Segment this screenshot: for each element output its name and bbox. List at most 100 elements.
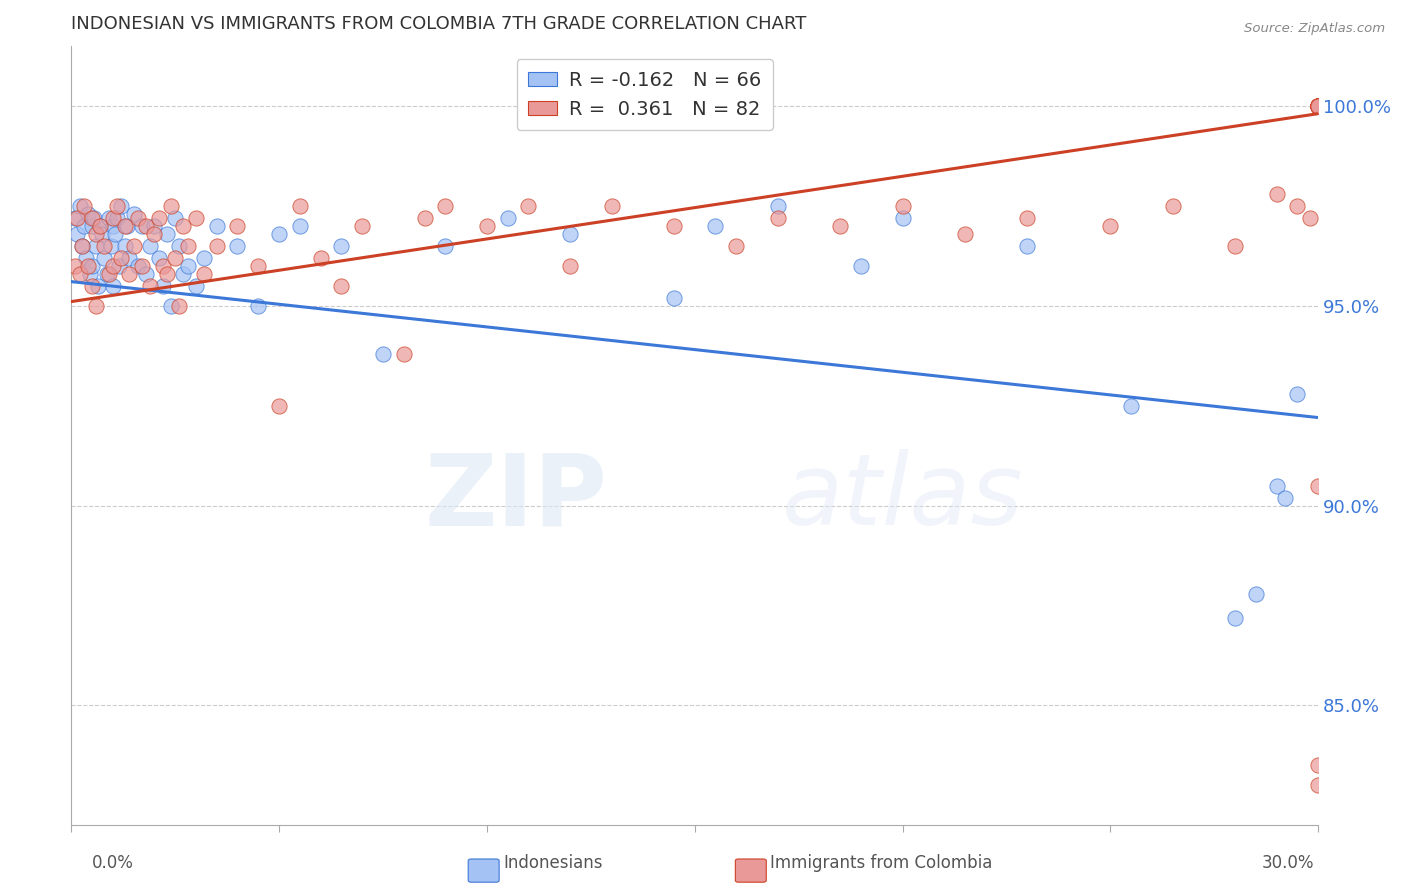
Point <box>65 211 87 225</box>
Point <box>156 227 179 241</box>
Point <box>1119 399 1142 413</box>
Point <box>600 199 623 213</box>
Point <box>1099 219 1122 233</box>
Text: INDONESIAN VS IMMIGRANTS FROM COLOMBIA 7TH GRADE CORRELATION CHART: INDONESIAN VS IMMIGRANTS FROM COLOMBIA 7… <box>72 15 807 33</box>
Point <box>226 238 249 252</box>
Point <box>118 267 141 281</box>
Point <box>87 278 110 293</box>
Point <box>1308 98 1330 112</box>
Point <box>114 219 136 233</box>
Point <box>172 219 194 233</box>
Point <box>193 267 215 281</box>
Point <box>1274 491 1296 505</box>
Point <box>80 278 103 293</box>
Point <box>434 199 457 213</box>
Point <box>1308 98 1330 112</box>
Point <box>135 267 157 281</box>
Point <box>330 278 353 293</box>
Point <box>80 219 103 233</box>
Point <box>247 299 270 313</box>
Point <box>104 227 127 241</box>
Point <box>122 206 145 220</box>
Point <box>352 219 374 233</box>
Point <box>1308 478 1330 492</box>
Point <box>76 206 98 220</box>
Point <box>143 219 166 233</box>
Point <box>725 238 748 252</box>
Point <box>70 238 93 252</box>
Point <box>1017 238 1039 252</box>
Text: Source: ZipAtlas.com: Source: ZipAtlas.com <box>1244 22 1385 36</box>
Point <box>160 299 183 313</box>
Point <box>160 199 183 213</box>
Point <box>69 199 91 213</box>
Point <box>475 219 498 233</box>
Point <box>93 238 115 252</box>
Point <box>97 267 120 281</box>
Point <box>392 346 415 360</box>
Point <box>169 299 191 313</box>
Point <box>80 259 103 273</box>
Point <box>1308 98 1330 112</box>
Point <box>110 251 132 265</box>
Point <box>105 199 128 213</box>
Point <box>184 211 207 225</box>
Point <box>108 259 131 273</box>
Point <box>891 199 914 213</box>
Point <box>1286 386 1309 401</box>
Point <box>127 211 149 225</box>
Point <box>1265 478 1288 492</box>
Point <box>1161 199 1184 213</box>
Point <box>65 259 87 273</box>
Point <box>148 251 170 265</box>
Point <box>371 346 394 360</box>
Point <box>1308 98 1330 112</box>
Point <box>558 259 581 273</box>
Point <box>1308 758 1330 772</box>
Point <box>70 238 93 252</box>
Text: 0.0%: 0.0% <box>91 855 134 872</box>
Legend: R = -0.162   N = 66, R =  0.361   N = 82: R = -0.162 N = 66, R = 0.361 N = 82 <box>516 59 773 130</box>
Point <box>75 251 97 265</box>
Point <box>69 267 91 281</box>
Point <box>156 267 179 281</box>
Point <box>953 227 976 241</box>
Point <box>205 219 228 233</box>
Point <box>83 211 105 225</box>
Point <box>1286 199 1309 213</box>
Point <box>267 399 290 413</box>
Point <box>1308 98 1330 112</box>
Point <box>288 219 311 233</box>
Point <box>1308 98 1330 112</box>
Point <box>165 211 187 225</box>
Point <box>66 211 89 225</box>
Point <box>288 199 311 213</box>
Text: Immigrants from Colombia: Immigrants from Colombia <box>770 855 993 872</box>
Point <box>127 259 149 273</box>
Point <box>100 238 122 252</box>
Point <box>766 211 789 225</box>
Point <box>84 227 107 241</box>
Point <box>152 278 174 293</box>
Point <box>172 267 194 281</box>
Point <box>766 199 789 213</box>
Point <box>84 299 107 313</box>
Point <box>1308 98 1330 112</box>
Point <box>91 227 114 241</box>
Point <box>89 219 111 233</box>
Point <box>89 219 111 233</box>
Point <box>496 211 519 225</box>
Point <box>267 227 290 241</box>
Point <box>165 251 187 265</box>
Point <box>704 219 727 233</box>
Point <box>1244 586 1267 600</box>
Point <box>558 227 581 241</box>
Point <box>79 267 101 281</box>
Point <box>1308 98 1330 112</box>
Point <box>122 238 145 252</box>
Point <box>413 211 436 225</box>
Point <box>131 219 153 233</box>
Point <box>1308 98 1330 112</box>
Point <box>114 238 136 252</box>
Point <box>135 219 157 233</box>
